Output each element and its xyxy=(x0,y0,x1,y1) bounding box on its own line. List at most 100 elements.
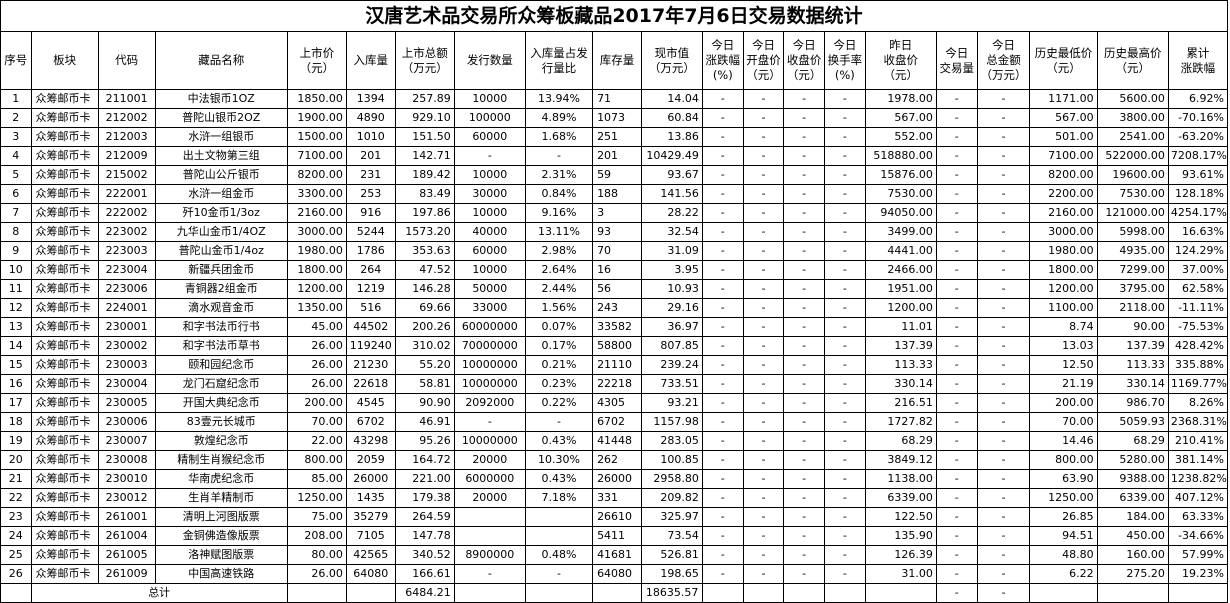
total-cell: - xyxy=(935,583,978,603)
table-cell: 生肖羊精制币 xyxy=(154,488,288,508)
table-row: 13 众筹邮币卡 230001 和字书法币行书 45.00 44502 200.26 6000… xyxy=(0,317,1229,337)
table-cell: 31.00 xyxy=(864,564,937,584)
table-row: 12 众筹邮币卡 224001 滴水观音金币 1350.00 516 69.66 33000 1… xyxy=(0,298,1229,318)
table-cell: - xyxy=(783,241,825,261)
total-cell: - xyxy=(976,583,1031,603)
table-cell: 普陀山公斤银币 xyxy=(154,165,288,185)
table-cell: 2092000 xyxy=(453,393,526,413)
table-cell: 1.68% xyxy=(524,127,594,147)
table-cell: 567.00 xyxy=(864,108,937,128)
table-cell: 10000 xyxy=(453,89,526,109)
table-cell: 10429.49 xyxy=(640,146,703,166)
table-cell: - xyxy=(742,526,785,546)
table-cell: 216.51 xyxy=(864,393,937,413)
table-cell: 众筹邮币卡 xyxy=(30,260,99,280)
table-cell: 22218 xyxy=(592,374,642,394)
table-cell: 2.64% xyxy=(524,260,594,280)
table-cell: 212002 xyxy=(97,108,156,128)
table-cell: 31.09 xyxy=(640,241,703,261)
table-cell: 1.56% xyxy=(524,298,594,318)
table-cell: 0.17% xyxy=(524,336,594,356)
column-header: 今日 换手率 (%) xyxy=(823,31,866,90)
table-cell: 201 xyxy=(592,146,642,166)
table-cell: 33582 xyxy=(592,317,642,337)
total-cell xyxy=(1029,583,1098,603)
table-cell: - xyxy=(783,450,825,470)
table-cell: - xyxy=(976,222,1031,242)
table-cell: - xyxy=(935,260,978,280)
table-cell: - xyxy=(935,488,978,508)
table-cell: 8 xyxy=(0,222,32,242)
table-row: 6 众筹邮币卡 222001 水浒一组金币 3300.00 253 83.49 30000 0.… xyxy=(0,184,1229,204)
table-cell: 63.33% xyxy=(1167,507,1229,527)
table-cell: 58.81 xyxy=(394,374,455,394)
table-cell: 1138.00 xyxy=(864,469,937,489)
table-cell: -63.20% xyxy=(1167,127,1229,147)
table-cell: 1010 xyxy=(345,127,396,147)
table-cell: 64080 xyxy=(592,564,642,584)
table-cell: 3800.00 xyxy=(1096,108,1169,128)
table-cell: - xyxy=(823,165,866,185)
table-cell: 200.26 xyxy=(394,317,455,337)
table-cell: 14 xyxy=(0,336,32,356)
table-cell: 3 xyxy=(592,203,642,223)
table-row: 5 众筹邮币卡 215002 普陀山公斤银币 8200.00 231 189.42 10000… xyxy=(0,165,1229,185)
table-cell: - xyxy=(742,336,785,356)
total-cell xyxy=(592,583,642,603)
table-cell: 21110 xyxy=(592,355,642,375)
table-cell: - xyxy=(935,507,978,527)
table-cell: 93.21 xyxy=(640,393,703,413)
table-cell: - xyxy=(823,222,866,242)
table-cell: 12 xyxy=(0,298,32,318)
data-table: 序号 板块 代码 藏品名称 上市价 （元） 入库量 上市总额 （万元） 发行数量 入库量占发 行量比库… xyxy=(0,31,1229,603)
table-cell: 13.03 xyxy=(1029,336,1098,356)
table-cell: 40000 xyxy=(453,222,526,242)
table-cell: 4545 xyxy=(345,393,396,413)
table-cell: - xyxy=(935,203,978,223)
table-cell: - xyxy=(823,507,866,527)
table-row: 1 众筹邮币卡 211001 中法银币1OZ 1850.00 1394 257.89 1000… xyxy=(0,89,1229,109)
table-cell: 221.00 xyxy=(394,469,455,489)
table-cell: 90.90 xyxy=(394,393,455,413)
table-cell: 众筹邮币卡 xyxy=(30,469,99,489)
table-cell: 众筹邮币卡 xyxy=(30,222,99,242)
table-cell: 230001 xyxy=(97,317,156,337)
table-cell: - xyxy=(783,336,825,356)
table-cell: - xyxy=(742,203,785,223)
table-cell: 70 xyxy=(592,241,642,261)
table-cell: 567.00 xyxy=(1029,108,1098,128)
table-cell: 21.19 xyxy=(1029,374,1098,394)
table-cell: 2160.00 xyxy=(1029,203,1098,223)
table-cell: 0.43% xyxy=(524,431,594,451)
table-cell: - xyxy=(701,412,744,432)
table-cell: 222002 xyxy=(97,203,156,223)
table-cell: 8200.00 xyxy=(286,165,347,185)
column-header: 昨日 收盘价 （元） xyxy=(864,31,937,90)
table-cell: - xyxy=(976,146,1031,166)
table-cell: 3000.00 xyxy=(286,222,347,242)
table-cell: 230003 xyxy=(97,355,156,375)
table-cell: - xyxy=(742,279,785,299)
table-cell: 69.66 xyxy=(394,298,455,318)
table-cell: 522000.00 xyxy=(1096,146,1169,166)
table-cell: - xyxy=(453,412,526,432)
table-cell: - xyxy=(823,89,866,109)
table-cell: 929.10 xyxy=(394,108,455,128)
table-cell: - xyxy=(976,431,1031,451)
table-cell: 3795.00 xyxy=(1096,279,1169,299)
table-cell: - xyxy=(935,184,978,204)
table-cell: 30000 xyxy=(453,184,526,204)
table-cell: - xyxy=(976,393,1031,413)
table-cell: 310.02 xyxy=(394,336,455,356)
table-cell: 1157.98 xyxy=(640,412,703,432)
table-cell: 1 xyxy=(0,89,32,109)
table-cell: - xyxy=(935,165,978,185)
table-cell: 501.00 xyxy=(1029,127,1098,147)
table-cell: - xyxy=(783,127,825,147)
table-cell: 7299.00 xyxy=(1096,260,1169,280)
table-cell: 20000 xyxy=(453,450,526,470)
table-cell: - xyxy=(935,412,978,432)
table-cell: 201 xyxy=(345,146,396,166)
table-cell: 93.67 xyxy=(640,165,703,185)
table-cell: 147.78 xyxy=(394,526,455,546)
